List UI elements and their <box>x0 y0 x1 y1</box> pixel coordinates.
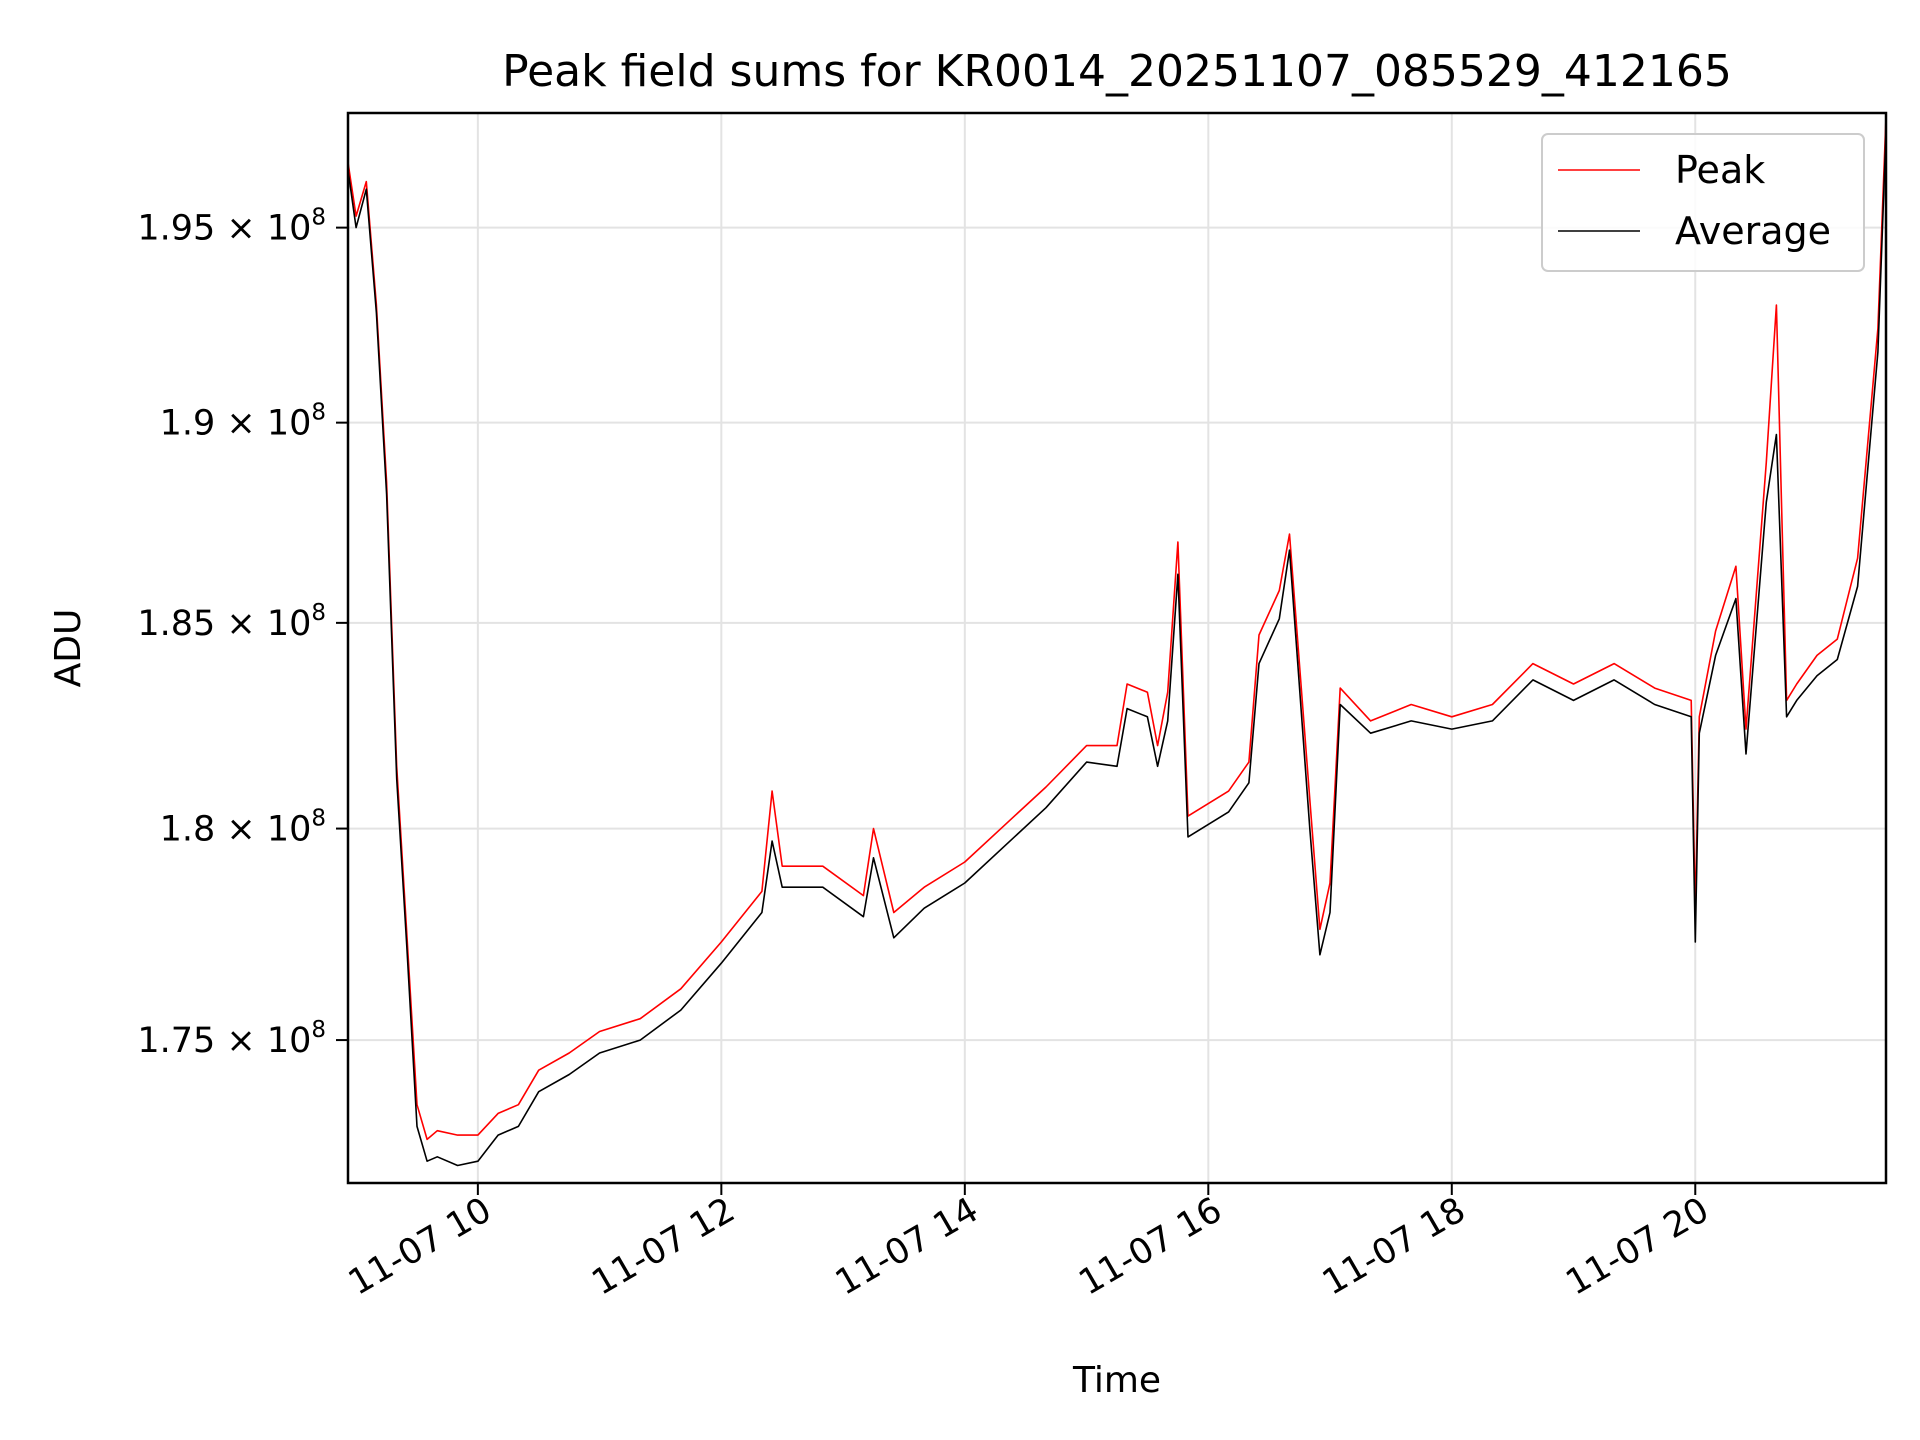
plot-frame <box>346 111 1888 1185</box>
x-axis-label: Time <box>1072 1360 1161 1401</box>
y-tick-label: 1.9 × 108 <box>160 400 326 444</box>
series-average-line <box>347 131 1887 1167</box>
legend-label-peak: Peak <box>1675 148 1765 192</box>
chart-title: Peak field sums for KR0014_20251107_0855… <box>502 46 1732 97</box>
y-tick-label: 1.85 × 108 <box>137 600 326 644</box>
legend-label-average: Average <box>1675 209 1831 253</box>
series-layer <box>347 116 1887 1167</box>
y-tick-label: 1.75 × 108 <box>137 1017 326 1061</box>
y-axis: 1.75 × 108 1.8 × 108 1.85 × 108 1.9 × 108 1.… <box>137 205 348 1061</box>
y-axis-label: ADU <box>48 609 89 688</box>
legend: Peak Average <box>1541 133 1865 272</box>
legend-box <box>1541 133 1865 272</box>
y-tick-label: 1.8 × 108 <box>160 806 326 850</box>
series-peak-line <box>347 116 1887 1141</box>
y-tick-label: 1.95 × 108 <box>137 205 326 249</box>
